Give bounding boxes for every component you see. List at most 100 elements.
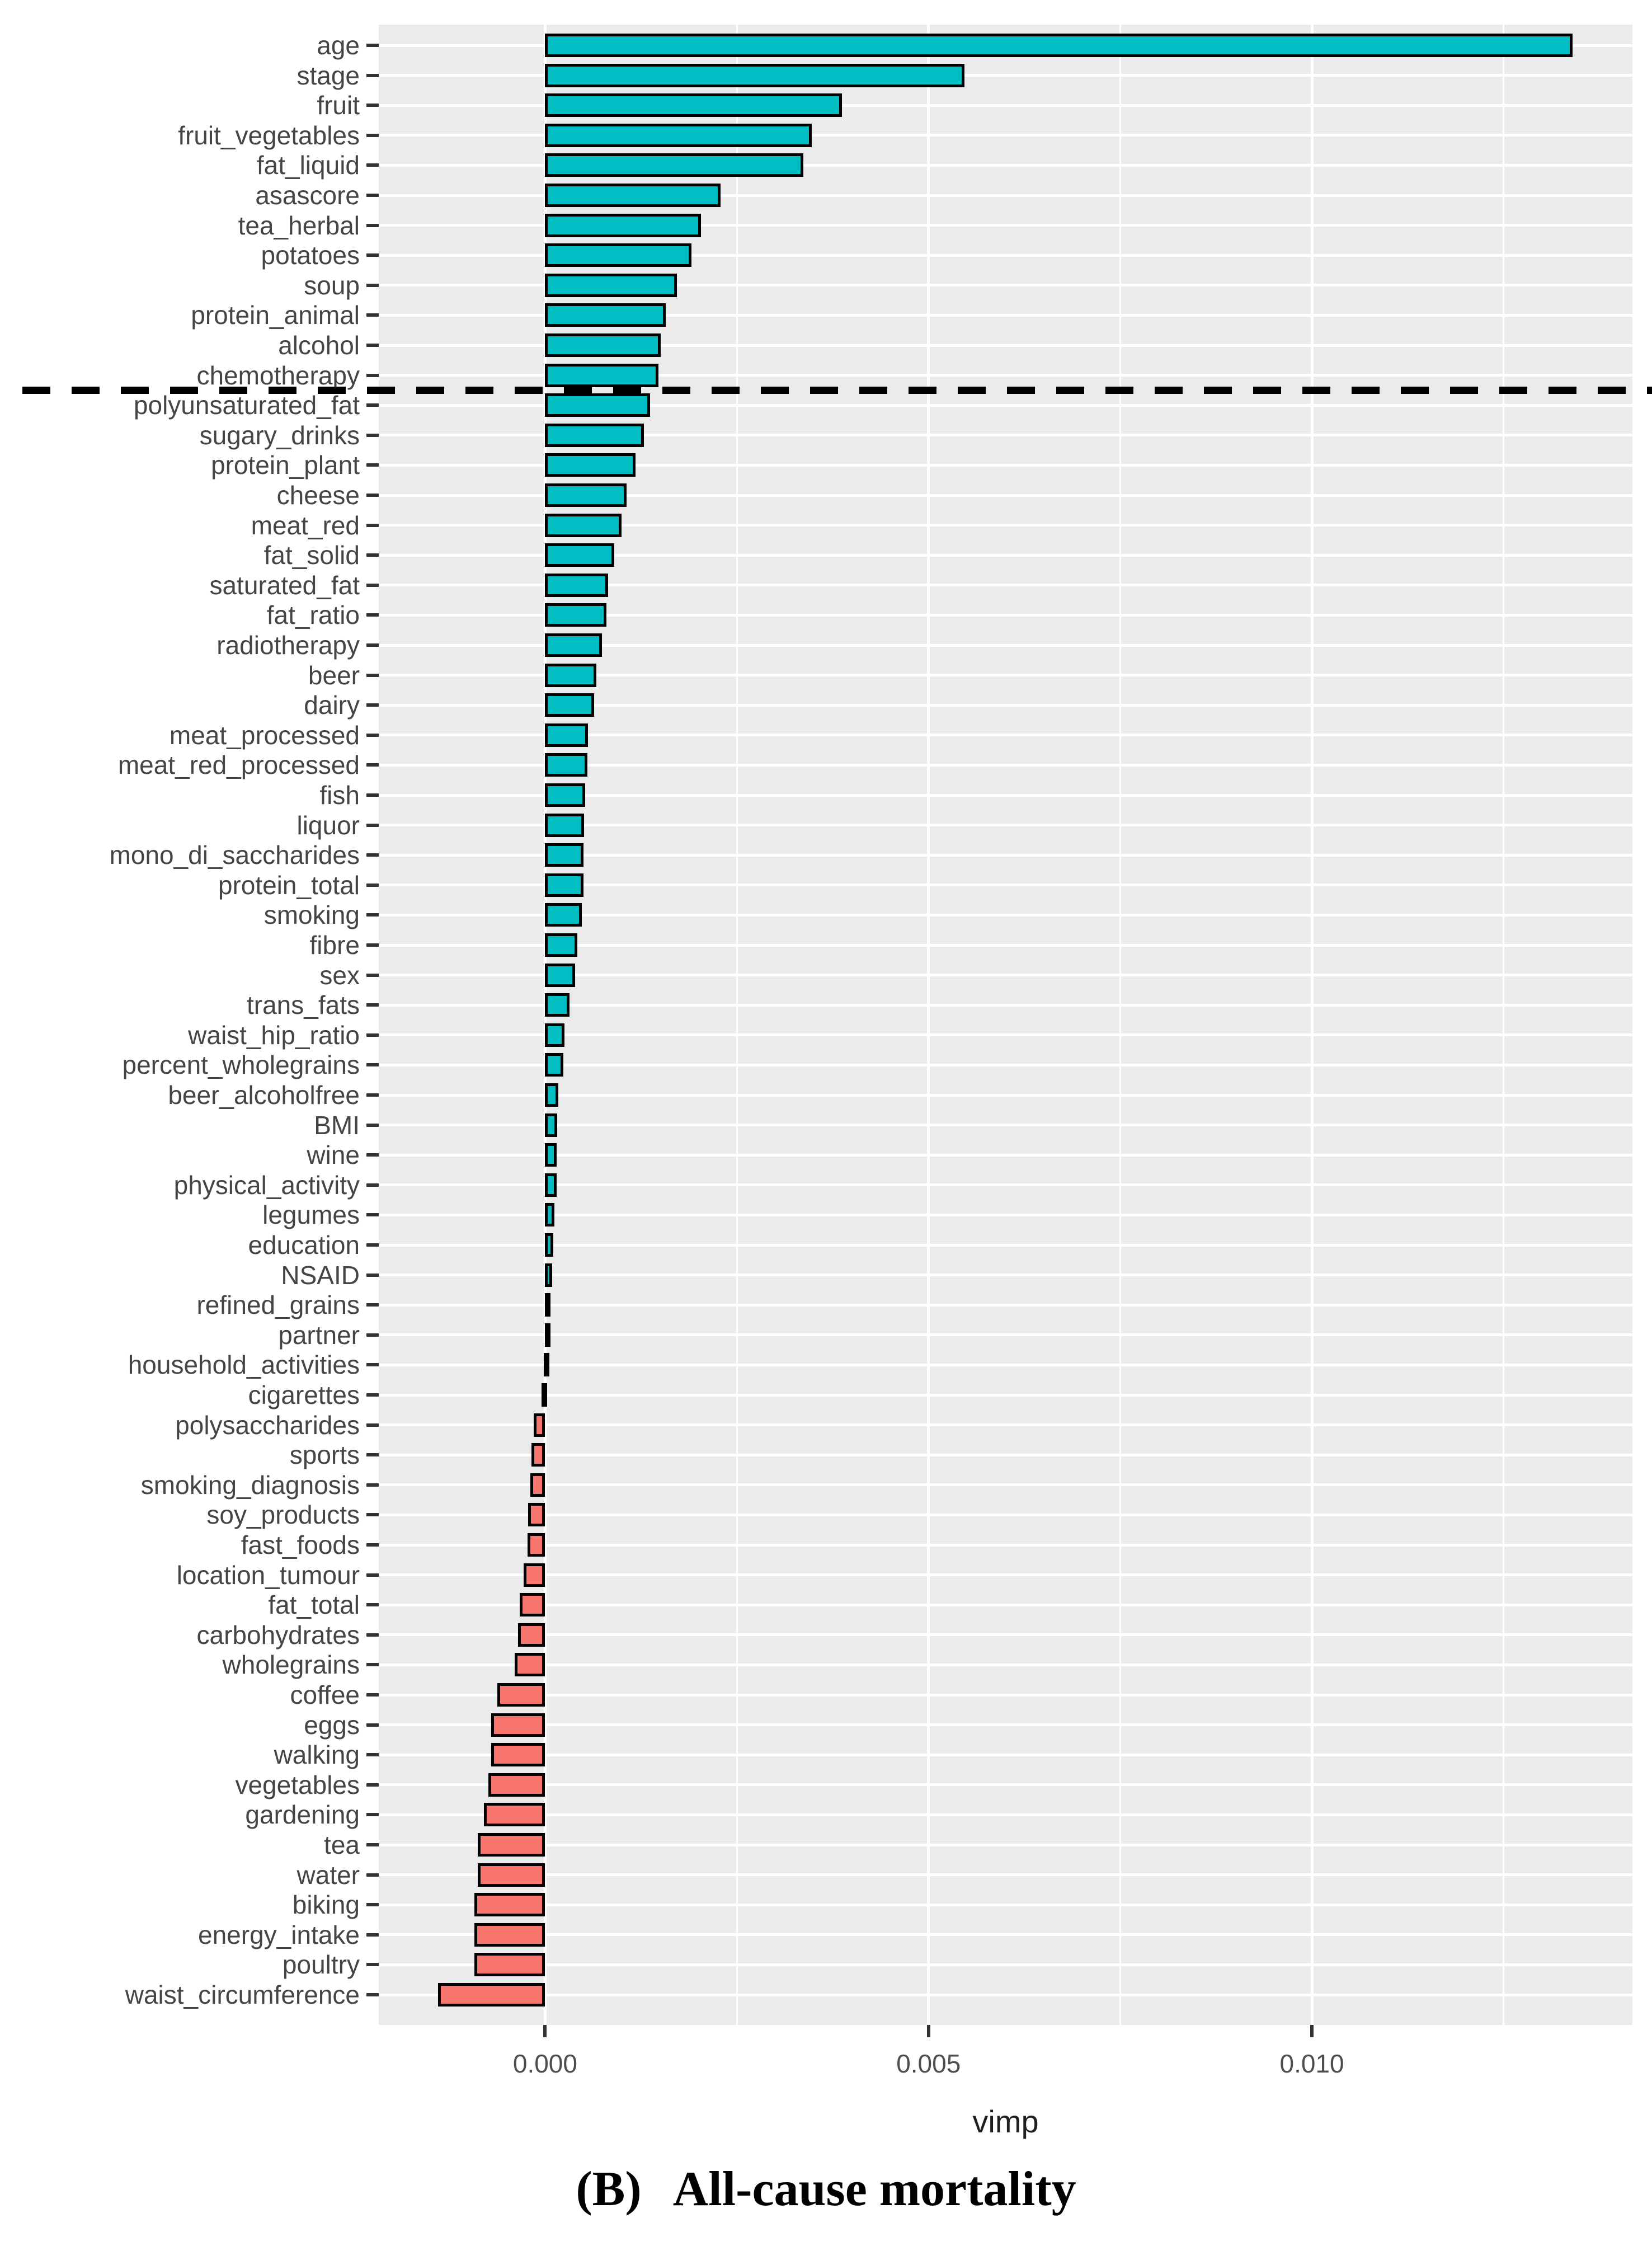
h-gridline (379, 104, 1632, 107)
y-tick (366, 1273, 379, 1277)
y-tick (366, 463, 379, 467)
category-label-beer_alcoholfree: beer_alcoholfree (168, 1080, 360, 1110)
h-gridline (379, 134, 1632, 137)
y-tick (366, 643, 379, 647)
y-tick (366, 553, 379, 557)
h-gridline (379, 1513, 1632, 1516)
h-gridline (379, 853, 1632, 857)
caption-panel-letter: (B) (576, 2162, 642, 2216)
h-gridline (379, 643, 1632, 647)
h-gridline (379, 494, 1632, 497)
x-tick-label: 0.000 (512, 2049, 577, 2078)
y-tick (366, 403, 379, 407)
y-tick (366, 133, 379, 137)
h-gridline (379, 734, 1632, 737)
y-tick (366, 1993, 379, 1996)
bar-tea (477, 1833, 545, 1857)
category-label-location_tumour: location_tumour (176, 1560, 360, 1590)
bar-saturated_fat (545, 573, 608, 597)
category-label-potatoes: potatoes (261, 241, 360, 270)
h-gridline (379, 1693, 1632, 1697)
y-tick (366, 1543, 379, 1547)
category-label-smoking_diagnosis: smoking_diagnosis (140, 1470, 360, 1500)
category-label-NSAID: NSAID (281, 1260, 360, 1290)
h-gridline (379, 374, 1632, 377)
v-gridline-minor (1503, 25, 1505, 2025)
bar-physical_activity (545, 1173, 557, 1197)
h-gridline (379, 463, 1632, 467)
category-label-protein_plant: protein_plant (211, 450, 360, 480)
y-tick (366, 373, 379, 377)
bar-meat_processed (545, 723, 589, 747)
h-gridline (379, 1573, 1632, 1577)
y-tick (366, 313, 379, 317)
bar-fibre (545, 933, 577, 957)
y-tick (366, 1033, 379, 1037)
h-gridline (379, 344, 1632, 347)
bar-sex (545, 963, 575, 987)
bar-chemotherapy (545, 363, 659, 387)
bar-cheese (545, 483, 627, 507)
bar-eggs (491, 1713, 545, 1737)
y-tick (366, 283, 379, 287)
category-label-stage: stage (296, 60, 360, 90)
bar-mono_di_saccharides (545, 843, 583, 867)
bar-protein_plant (545, 453, 636, 477)
bar-fat_total (520, 1593, 545, 1617)
category-label-wholegrains: wholegrains (222, 1650, 360, 1680)
h-gridline (379, 1093, 1632, 1097)
h-gridline (379, 1633, 1632, 1637)
bar-vegetables (488, 1773, 545, 1797)
y-tick (366, 1423, 379, 1427)
h-gridline (379, 1453, 1632, 1456)
bar-polyunsaturated_fat (545, 393, 651, 417)
h-gridline (379, 793, 1632, 797)
category-label-meat_red: meat_red (251, 510, 360, 540)
bar-asascore (545, 184, 721, 207)
y-tick (366, 823, 379, 827)
y-tick (366, 1333, 379, 1337)
category-label-water: water (296, 1860, 360, 1890)
category-label-meat_red_processed: meat_red_processed (117, 750, 360, 780)
h-gridline (379, 163, 1632, 167)
y-tick (366, 1843, 379, 1846)
bar-education (545, 1233, 554, 1257)
category-label-sports: sports (289, 1440, 360, 1470)
h-gridline (379, 284, 1632, 287)
y-tick (366, 163, 379, 167)
bar-partner (545, 1323, 551, 1347)
bar-fast_foods (527, 1533, 545, 1557)
h-gridline (379, 1423, 1632, 1427)
bar-wholegrains (514, 1653, 545, 1677)
h-gridline (379, 524, 1632, 527)
y-tick (366, 1573, 379, 1577)
bar-fruit_vegetables (545, 123, 812, 147)
category-label-gardening: gardening (245, 1800, 360, 1830)
category-label-partner: partner (278, 1320, 360, 1350)
h-gridline (379, 1663, 1632, 1666)
h-gridline (379, 913, 1632, 917)
y-tick (366, 1813, 379, 1817)
category-label-cigarettes: cigarettes (248, 1380, 360, 1409)
y-tick (366, 1183, 379, 1187)
h-gridline (379, 1124, 1632, 1127)
h-gridline (379, 703, 1632, 707)
category-label-tea: tea (324, 1830, 360, 1859)
y-tick (366, 1783, 379, 1787)
y-tick (366, 1303, 379, 1307)
bar-smoking (545, 903, 582, 927)
category-label-biking: biking (292, 1890, 360, 1920)
category-label-BMI: BMI (314, 1110, 360, 1140)
v-gridline-major (1310, 25, 1314, 2025)
h-gridline (379, 1933, 1632, 1937)
category-label-sex: sex (319, 960, 360, 990)
category-label-household_activities: household_activities (128, 1350, 360, 1380)
bar-location_tumour (524, 1563, 545, 1587)
v-gridline-minor (736, 25, 738, 2025)
category-label-mono_di_saccharides: mono_di_saccharides (109, 840, 360, 870)
y-tick (366, 344, 379, 347)
category-label-percent_wholegrains: percent_wholegrains (122, 1050, 360, 1080)
h-gridline (379, 1873, 1632, 1877)
category-label-vegetables: vegetables (235, 1770, 360, 1799)
y-tick (366, 1453, 379, 1457)
